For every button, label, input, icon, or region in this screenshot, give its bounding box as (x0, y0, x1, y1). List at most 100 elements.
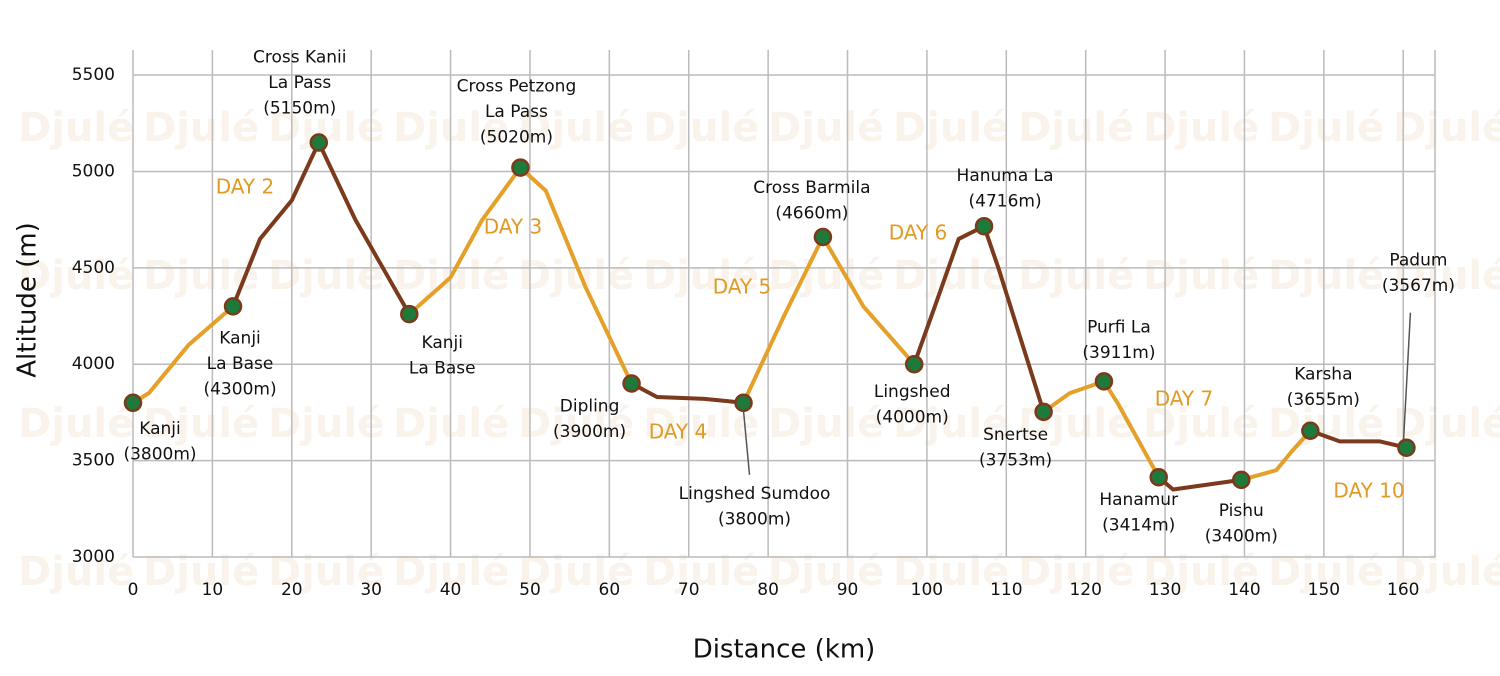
waypoint-label: Cross Barmila (753, 178, 870, 198)
waypoint-marker (400, 304, 419, 324)
waypoint-label: Karsha (1294, 365, 1352, 385)
x-tick-label: 150 (1308, 580, 1340, 600)
waypoint-label: (3800m) (123, 444, 196, 464)
waypoint-marker (1094, 372, 1114, 391)
watermark: Djulé (893, 105, 1009, 151)
watermark: Djulé (1143, 105, 1259, 151)
waypoint-marker (813, 227, 833, 247)
day-label: DAY 5 (713, 275, 771, 299)
watermark: Djulé (1393, 253, 1500, 299)
x-axis-title: Distance (km) (693, 635, 876, 665)
profile-segment (1157, 475, 1242, 492)
x-tick-label: 120 (1069, 580, 1101, 600)
waypoint-label: Dipling (560, 397, 620, 417)
watermark: Djulé (1268, 105, 1384, 151)
watermark: Djulé (518, 105, 634, 151)
day-label: DAY 10 (1333, 479, 1404, 503)
x-tick-label: 20 (281, 580, 303, 600)
y-tick-label: 3500 (72, 451, 115, 471)
waypoint-marker (974, 216, 994, 236)
watermark: Djulé (1393, 105, 1500, 151)
waypoint-label: Hanamur (1099, 490, 1178, 510)
day-label: DAY 6 (889, 221, 947, 245)
waypoint-label: (3400m) (1205, 526, 1278, 546)
watermark: Djulé (518, 401, 634, 447)
waypoint-label: (3414m) (1102, 516, 1175, 536)
x-tick-label: 80 (757, 580, 779, 600)
x-tick-label: 100 (911, 580, 943, 600)
watermark: Djulé (1268, 253, 1384, 299)
profile-segment (1240, 429, 1312, 482)
watermark: Djulé (1143, 253, 1259, 299)
waypoint-label: (3900m) (553, 422, 626, 442)
waypoint-label: (5150m) (263, 99, 336, 119)
leader-line (742, 410, 751, 475)
x-tick-label: 90 (837, 580, 859, 600)
day-label: DAY 4 (649, 420, 707, 444)
day-label: DAY 7 (1155, 387, 1213, 411)
waypoint-label: (5020m) (480, 128, 553, 148)
waypoint-label: Hanuma La (957, 166, 1054, 186)
waypoint-label: La Pass (268, 73, 331, 93)
day-label: DAY 3 (484, 215, 542, 239)
watermark: Djulé (18, 105, 134, 151)
watermark: Djulé (268, 253, 384, 299)
waypoint-marker (622, 374, 641, 393)
leader-line (1402, 312, 1412, 443)
watermark: Djulé (143, 105, 259, 151)
x-tick-label: 0 (128, 580, 139, 600)
x-tick-label: 50 (519, 580, 541, 600)
watermark: Djulé (268, 401, 384, 447)
profile-segment (1309, 428, 1407, 450)
watermark: Djulé (18, 401, 134, 447)
watermark: Djulé (768, 253, 884, 299)
waypoint-label: Cross Kanii (253, 48, 347, 68)
watermark: Djulé (1268, 401, 1384, 447)
watermark: Djulé (1143, 401, 1259, 447)
waypoint-marker (511, 158, 530, 177)
waypoint-marker (123, 393, 143, 413)
waypoint-label: La Base (409, 359, 476, 379)
x-tick-label: 130 (1149, 580, 1181, 600)
watermark: Djulé (643, 253, 759, 299)
x-tick-label: 10 (202, 580, 224, 600)
waypoint-label: Purfi La (1087, 317, 1151, 337)
x-tick-label: 160 (1387, 580, 1419, 600)
watermark: Djulé (1018, 105, 1134, 151)
profile-segment (131, 304, 235, 405)
profile-segment (912, 224, 1046, 413)
waypoint-label: Lingshed Sumdoo (679, 484, 831, 504)
waypoint-label: (3800m) (718, 509, 791, 529)
x-tick-label: 140 (1228, 580, 1260, 600)
waypoint-label: (3567m) (1382, 276, 1455, 296)
waypoint-label: La Pass (485, 102, 548, 122)
waypoint-label: La Base (207, 354, 274, 374)
waypoint-label: (4000m) (876, 408, 949, 428)
waypoint-label: (4660m) (775, 203, 848, 223)
watermark: Djulé (643, 549, 759, 595)
waypoint-marker (734, 393, 753, 413)
grid (132, 50, 1436, 558)
watermark: Djulé (768, 549, 884, 595)
waypoint-marker (1149, 467, 1168, 487)
waypoint-label: Padum (1389, 251, 1447, 271)
y-tick-label: 4500 (72, 258, 115, 278)
watermark: Djulé (893, 401, 1009, 447)
watermark: Djulé (1393, 401, 1500, 447)
waypoint-label: (4716m) (969, 192, 1042, 212)
waypoint-label: Kanji (422, 333, 464, 353)
waypoint-marker (1397, 438, 1416, 457)
x-tick-label: 60 (599, 580, 621, 600)
watermark: Djulé (18, 253, 134, 299)
waypoint-label: (3911m) (1082, 343, 1155, 363)
watermark: Djulé (768, 105, 884, 151)
waypoint-marker (1034, 402, 1053, 422)
waypoint-marker (1301, 421, 1320, 440)
watermark: Djulé (143, 253, 259, 299)
y-tick-label: 5000 (72, 161, 115, 181)
waypoint-label: Kanji (139, 419, 181, 439)
waypoint-label: Snertse (983, 425, 1048, 445)
y-tick-label: 5500 (72, 65, 115, 85)
x-tick-label: 40 (440, 580, 462, 600)
